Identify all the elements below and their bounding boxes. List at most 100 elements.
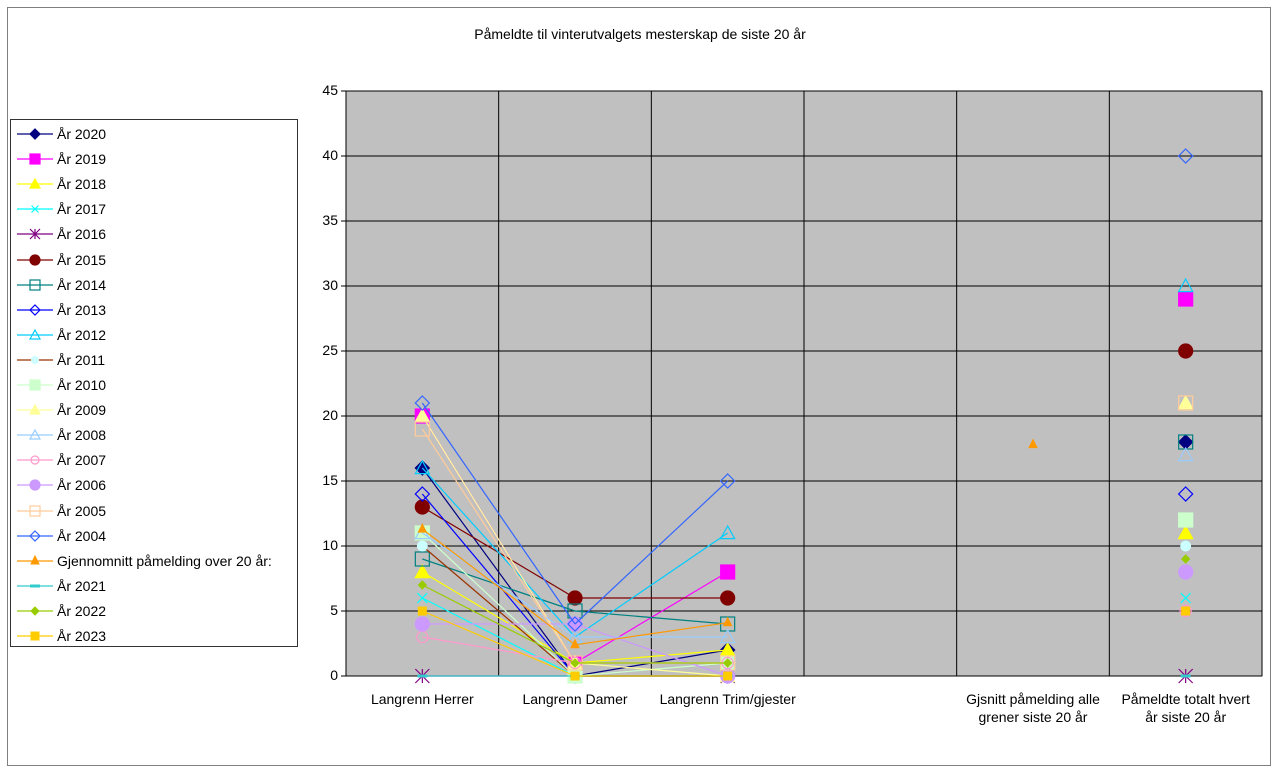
series-18 [417,438,1038,649]
legend-item: År 2016 [11,222,297,247]
legend-label: År 2006 [57,477,107,494]
legend-item: Gjennomnitt påmelding over 20 år: [11,549,297,574]
legend-label: År 2023 [57,628,107,644]
data-point [723,671,733,681]
y-tick-label: 5 [330,602,338,618]
legend-item: År 2007 [11,448,297,473]
series-line [574,532,729,638]
legend-swatch [17,128,53,140]
legend-label: År 2020 [57,126,107,142]
data-point [1178,291,1194,307]
legend-swatch [17,529,53,542]
legend-label: År 2022 [57,602,107,619]
data-point [416,540,428,552]
legend-label: År 2015 [57,251,107,268]
series-15 [414,564,1194,684]
data-point [417,606,427,616]
data-point [719,628,736,644]
legend-label: År 2012 [57,326,107,343]
data-point [1177,446,1194,462]
legend-swatch [17,253,53,266]
legend-label: År 2017 [57,201,107,218]
legend-swatch [17,403,53,415]
y-tick-label: 15 [322,472,338,488]
data-point [570,658,580,668]
data-point [417,522,428,533]
data-point [1177,148,1194,164]
data-point [1178,395,1194,411]
legend-swatch [17,606,53,616]
series-line [421,545,576,677]
legend-swatch [17,328,53,340]
series-line [422,610,576,677]
legend-label: År 2013 [57,301,107,318]
data-point [720,590,736,606]
legend-item: År 2004 [11,524,297,549]
legend-swatch [17,584,53,588]
legend-swatch [17,303,53,316]
legend-item: År 2013 [11,298,297,323]
series-line [421,532,576,677]
data-point [1180,592,1191,604]
data-point [722,658,733,668]
series-line [574,649,728,664]
y-tick-label: 35 [322,212,338,228]
data-point [570,671,580,681]
legend-swatch [17,355,53,364]
data-point [414,486,431,502]
series-line [422,584,576,664]
data-point [1177,524,1194,540]
data-point [567,590,583,606]
legend-item: År 2005 [11,499,297,524]
series-17 [414,148,1194,632]
legend-swatch [17,479,53,491]
series-line [421,467,576,677]
legend-item: År 2020 [11,122,297,147]
y-tick-label: 45 [322,82,338,98]
legend-item: År 2021 [11,574,297,599]
series-20 [417,554,1191,668]
legend-label: År 2007 [57,452,107,469]
data-point [719,473,736,489]
legend-label: År 2019 [57,151,107,168]
legend-swatch [17,228,53,240]
legend-label: År 2016 [57,226,107,243]
series-line [574,662,728,677]
data-point [1177,277,1194,293]
legend-label: År 2004 [57,527,107,544]
legend-item: År 2023 [11,624,297,649]
legend-item: År 2011 [11,348,297,373]
x-tick-label: Påmeldte totalt hvert år siste 20 år [1121,691,1250,725]
series-line [421,528,576,646]
legend-item: År 2017 [11,197,297,222]
data-point [719,524,736,540]
series-line [421,415,576,664]
series-line [421,428,576,664]
data-point [1177,394,1194,410]
data-point [1178,564,1194,580]
series-line [422,571,576,664]
series-line [574,623,728,677]
data-point [1178,512,1194,528]
legend-swatch [17,554,53,565]
series-line [421,467,576,638]
legend-swatch [17,205,53,214]
legend-swatch [17,278,53,291]
data-point [720,564,736,580]
data-point [414,616,430,632]
legend: År 2020 År 2019 År 2018 År 2017 År 2016 År 20… [10,119,298,647]
legend-swatch [17,428,53,440]
data-point [1028,438,1038,449]
legend-item: År 2018 [11,172,297,197]
y-tick-label: 40 [322,147,338,163]
series-line [574,622,728,646]
data-point [414,563,431,579]
data-point [417,592,428,604]
y-tick-label: 25 [322,342,338,358]
data-point [417,580,428,590]
series-line [574,480,729,625]
chart-title: Påmeldte til vinterutvalgets mesterskap … [474,26,806,42]
data-point [722,616,733,627]
x-tick-label: Gjsnitt påmelding alle grener siste 20 å… [966,691,1100,725]
